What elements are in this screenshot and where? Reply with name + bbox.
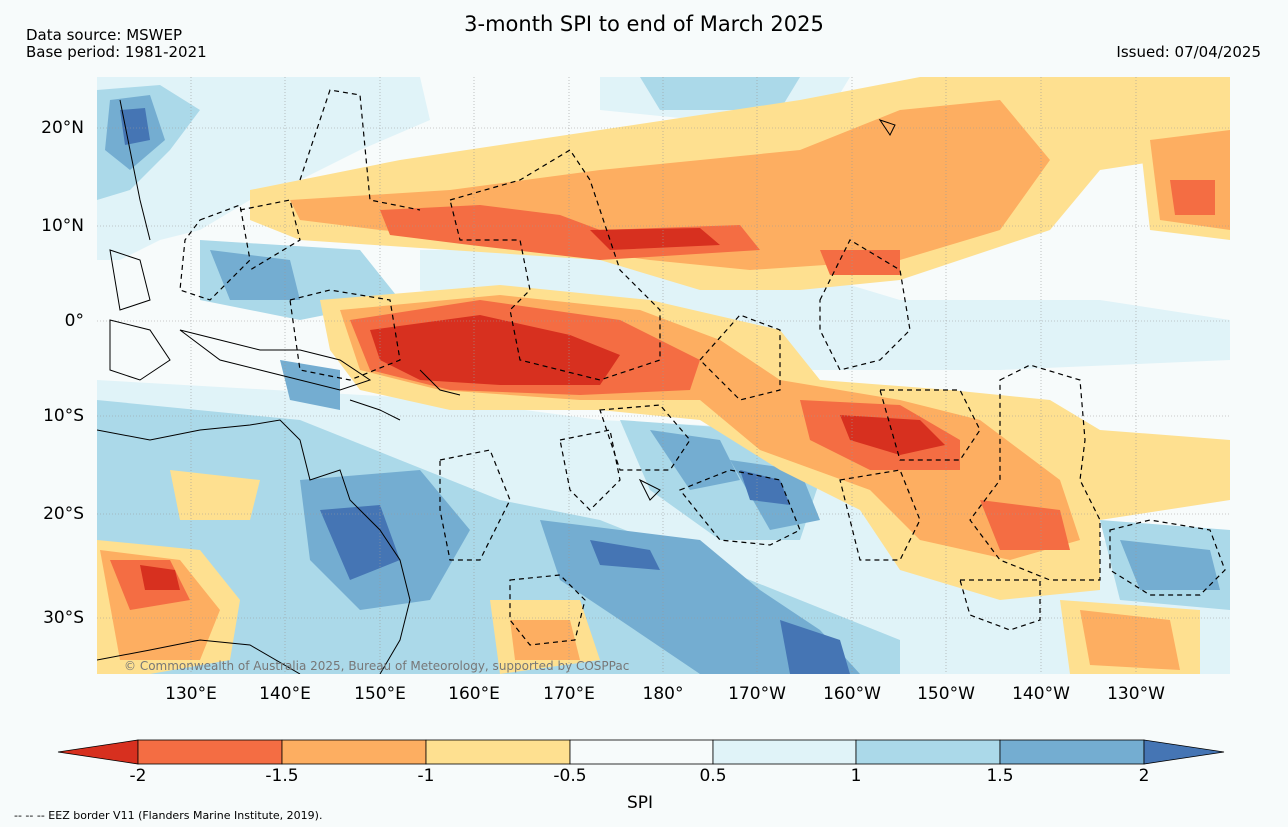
data-source-info: Data source: MSWEP Base period: 1981-202… <box>26 27 207 61</box>
eez-borders <box>179 89 1226 646</box>
lon-label: 140°W <box>1012 684 1070 704</box>
colorbar-tick: -0.5 <box>553 766 587 786</box>
colorbar-extend-low <box>57 739 139 765</box>
colorbar-segment <box>712 739 857 765</box>
lon-label: 130°W <box>1107 684 1165 704</box>
colorbar-segment <box>425 739 571 765</box>
lat-label: 10°S <box>43 406 84 426</box>
colorbar-tick: 1.5 <box>986 766 1014 786</box>
colorbar-segment <box>569 739 714 765</box>
lat-label: 20°S <box>43 504 84 524</box>
colorbar-segment <box>281 739 427 765</box>
lon-label: 130°E <box>165 684 217 704</box>
colorbar-tick: 2 <box>1138 766 1150 786</box>
lat-label: 20°N <box>41 118 84 138</box>
lon-label: 150°E <box>354 684 406 704</box>
eez-footnote: -- -- -- EEZ border V11 (Flanders Marine… <box>14 809 323 822</box>
lon-label: 180° <box>642 684 684 704</box>
coastlines <box>97 99 896 674</box>
colorbar-tick: -2 <box>129 766 147 786</box>
colorbar-tick: 0.5 <box>699 766 727 786</box>
colorbar-tick: 1 <box>850 766 862 786</box>
lon-label: 160°E <box>448 684 500 704</box>
lon-label: 170°W <box>728 684 786 704</box>
base-period: Base period: 1981-2021 <box>26 43 207 61</box>
colorbar-tick: -1 <box>417 766 435 786</box>
data-source: Data source: MSWEP <box>26 26 183 44</box>
colorbar-tick: -1.5 <box>265 766 299 786</box>
map-title: 3-month SPI to end of March 2025 <box>464 12 824 36</box>
map-gridlines <box>97 77 1230 674</box>
colorbar-extend-high <box>1143 739 1225 765</box>
lon-label: 170°E <box>543 684 595 704</box>
lat-label: 0° <box>64 311 84 331</box>
colorbar-segment <box>137 739 283 765</box>
colorbar <box>57 739 1225 765</box>
colorbar-label: SPI <box>626 793 654 813</box>
spi-wet-extreme <box>120 108 850 674</box>
spi-dry-extreme <box>140 228 945 590</box>
spi-map: © Commonwealth of Australia 2025, Bureau… <box>97 77 1230 674</box>
lat-label: 10°N <box>41 216 84 236</box>
copyright-notice: © Commonwealth of Australia 2025, Bureau… <box>124 659 629 673</box>
colorbar-segment <box>855 739 1001 765</box>
issued-date: Issued: 07/04/2025 <box>1116 43 1261 61</box>
lat-label: 30°S <box>43 608 84 628</box>
lon-label: 160°W <box>823 684 881 704</box>
lon-label: 140°E <box>259 684 311 704</box>
lon-label: 150°W <box>917 684 975 704</box>
colorbar-segment <box>999 739 1145 765</box>
